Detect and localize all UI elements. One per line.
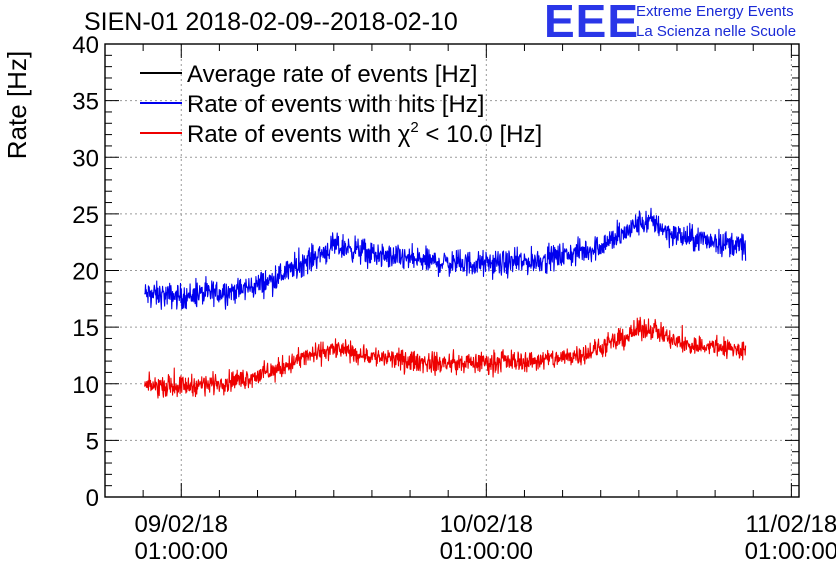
x-tick-label-date: 10/02/18 (440, 511, 533, 538)
y-tick-label: 35 (72, 89, 99, 116)
legend-label-text: Rate of events with hits [Hz] (187, 91, 484, 118)
legend-label-1: Rate of events with hits [Hz] (187, 91, 484, 118)
eee-logo: EEE Extreme Energy Events La Scienza nel… (544, 0, 834, 44)
y-tick-label: 20 (72, 259, 99, 286)
legend-label-text: Average rate of events [Hz] (187, 61, 477, 88)
legend-label-2: Rate of events with χ2 < 10.0 [Hz] (187, 119, 542, 148)
y-tick-label: 0 (86, 485, 99, 512)
y-tick-label: 5 (86, 428, 99, 455)
axis-ticks (104, 43, 799, 498)
y-tick-label: 40 (72, 32, 99, 59)
legend-label-sup: 2 (410, 119, 418, 136)
x-tick-label-time: 01:00:00 (440, 538, 533, 565)
y-axis-label: Rate [Hz] (2, 51, 32, 159)
legend: Average rate of events [Hz] Rate of event… (140, 61, 542, 148)
logo-line-2: La Scienza nelle Scuole (636, 23, 797, 40)
axis-tick-labels: 051015202530354009/02/1801:00:0010/02/18… (72, 32, 836, 565)
chart-title: SIEN-01 2018-02-09--2018-02-10 (84, 8, 458, 36)
x-tick-label-time: 01:00:00 (745, 538, 836, 565)
y-tick-label: 25 (72, 202, 99, 229)
logo-line-1: Extreme Energy Events (636, 3, 794, 20)
x-tick-label-date: 09/02/18 (135, 511, 228, 538)
legend-label-text: Rate of events with χ (187, 121, 411, 148)
series-layer (144, 207, 747, 399)
grid-lines (105, 44, 799, 497)
legend-label-tail: < 10.0 [Hz] (419, 121, 542, 148)
series-line-2 (144, 316, 747, 399)
series-line-1 (144, 207, 747, 310)
y-tick-label: 10 (72, 372, 99, 399)
y-tick-label: 30 (72, 145, 99, 172)
eee-logo-mark: EEE (544, 0, 640, 47)
x-tick-label-time: 01:00:00 (135, 538, 228, 565)
y-tick-label: 15 (72, 315, 99, 342)
legend-label-0: Average rate of events [Hz] (187, 61, 477, 88)
x-tick-label-date: 11/02/18 (746, 511, 836, 538)
